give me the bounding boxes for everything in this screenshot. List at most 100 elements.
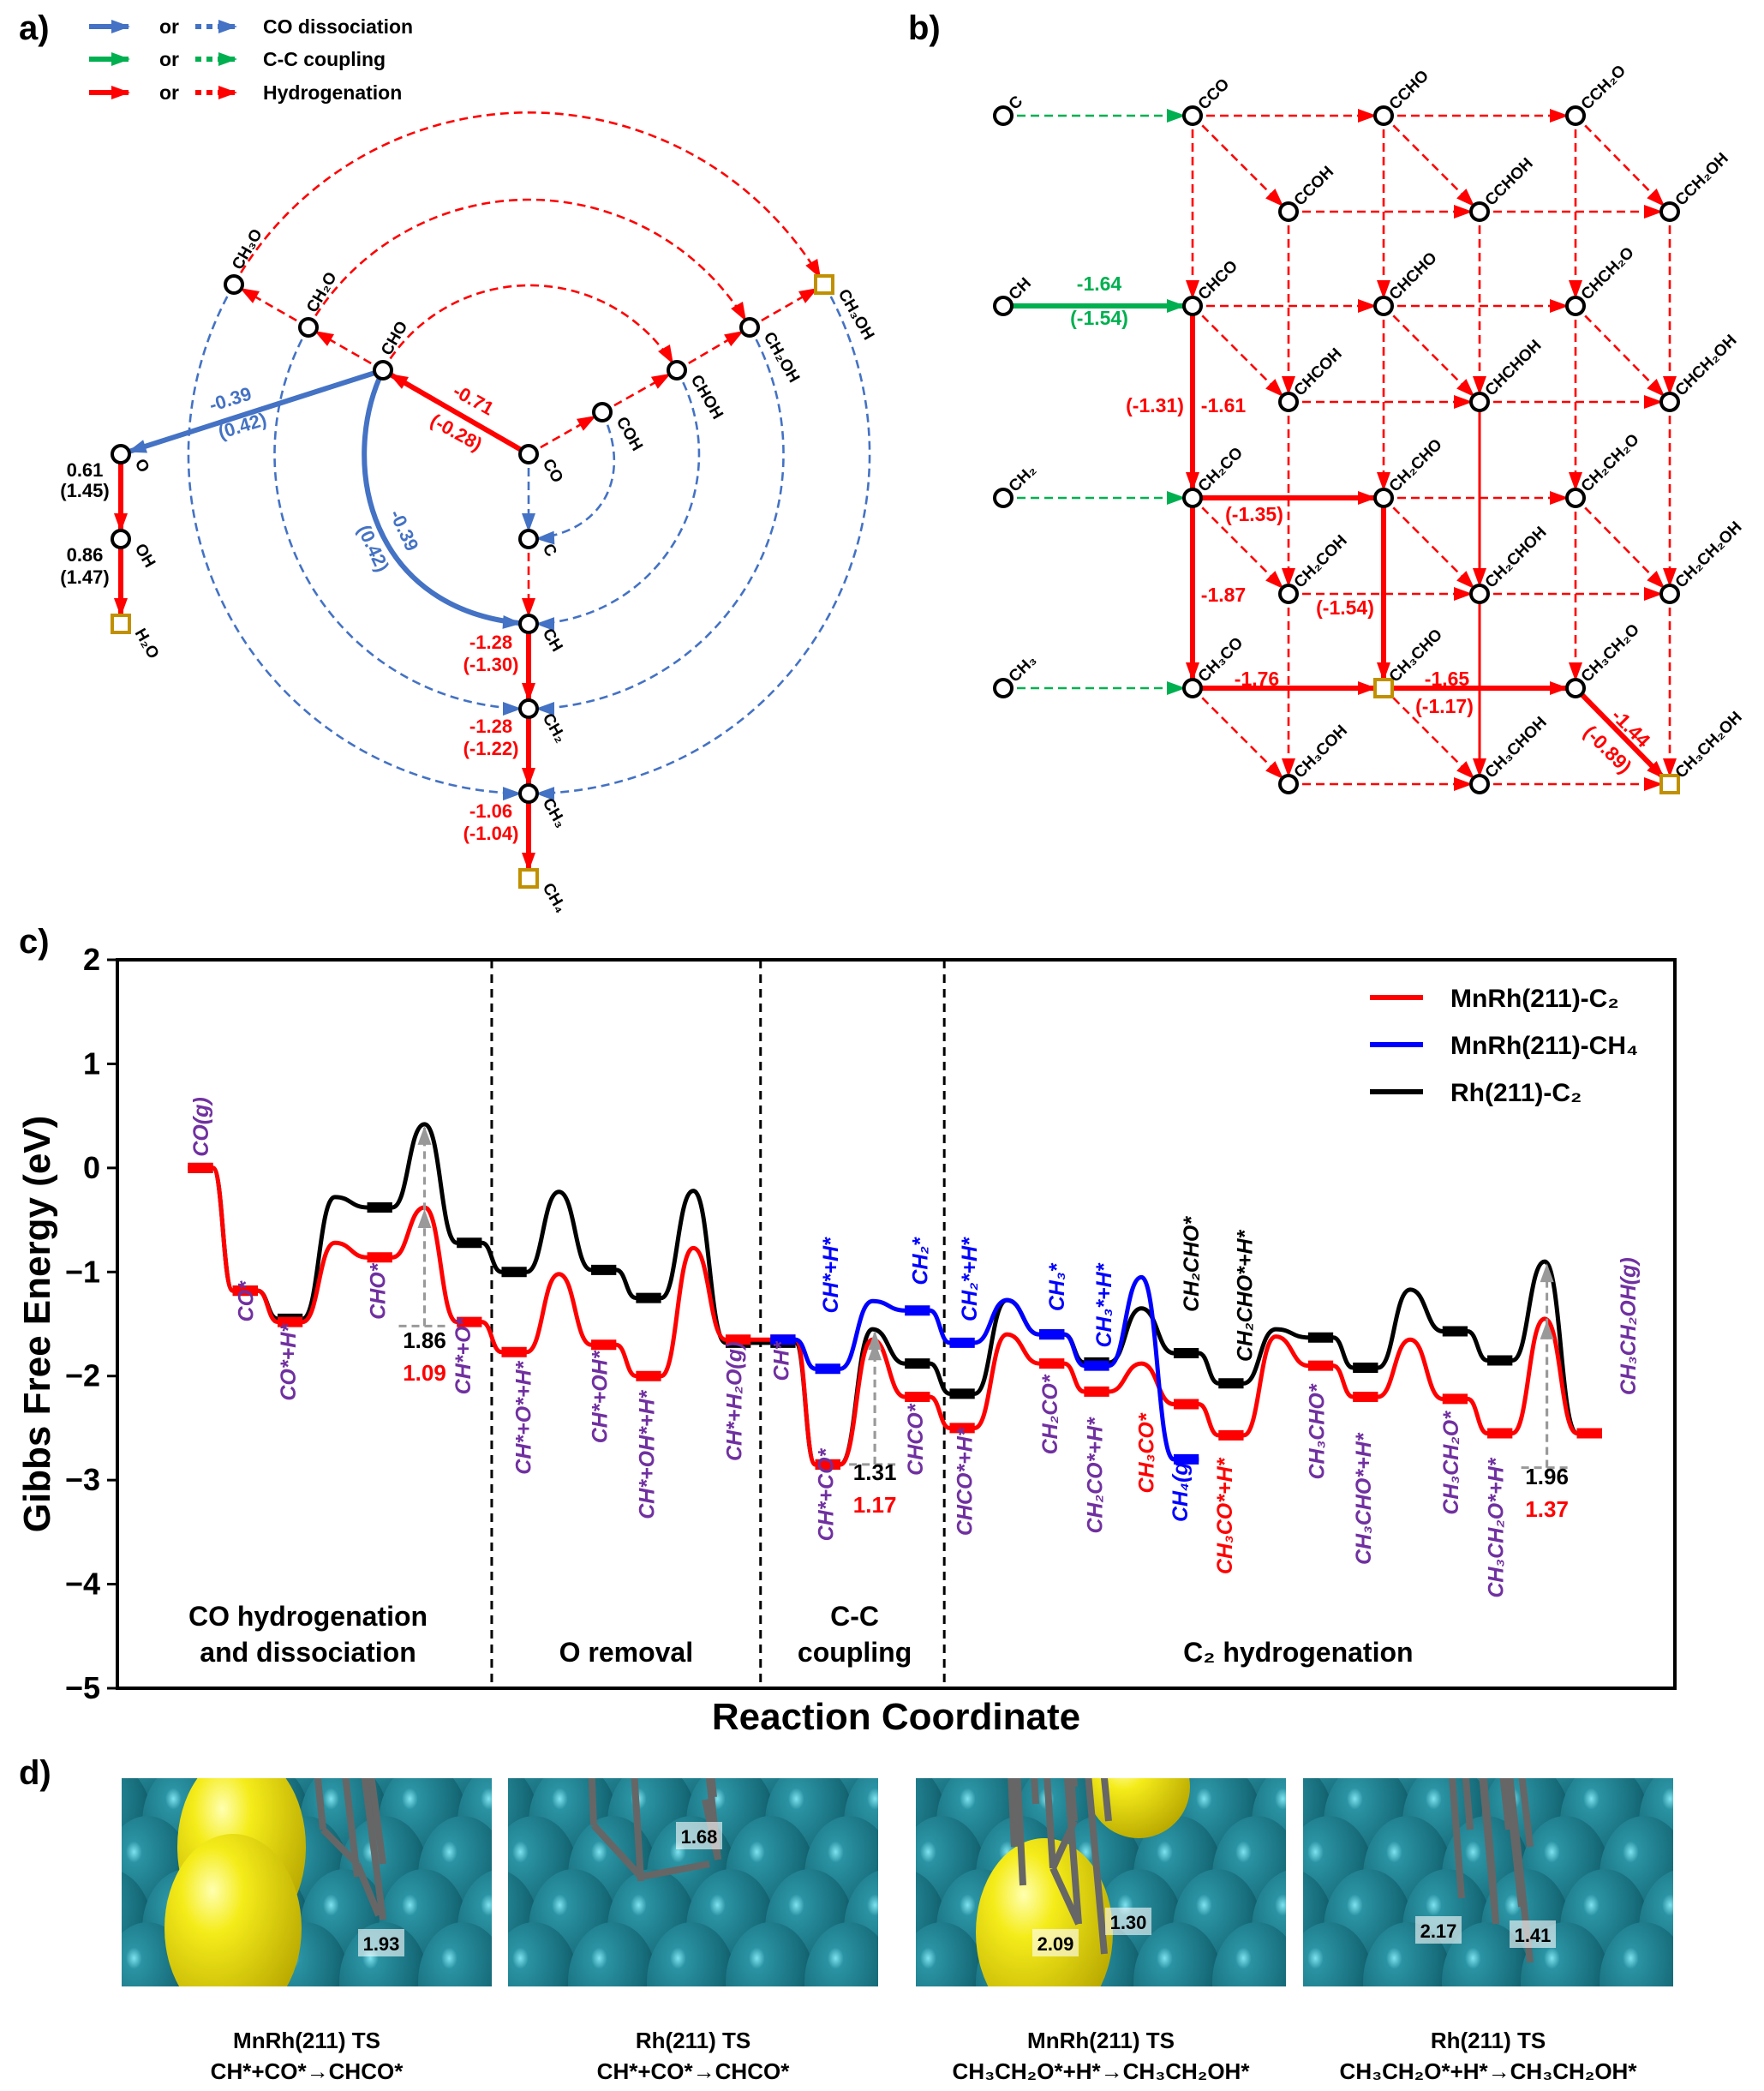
x-axis-title: Reaction Coordinate [712,1696,1080,1738]
node-label: CH₃CH₂OH [1672,709,1746,782]
ts-structure-image-0: 1.93 [24,1778,492,2042]
y-tick-label: 0 [83,1150,100,1185]
node-label-ch3: CH₃ [539,795,570,831]
state-label: CH*+H₂O(g) [722,1342,746,1461]
bond [1449,1778,1465,1899]
node-co [518,444,539,464]
node-label-cho: CHO [378,318,411,358]
node-h2o [111,614,131,634]
node-label-ch: CH [539,626,566,655]
ts-caption-reaction: CH*+CO*→CHCO* [597,2058,791,2084]
node-choh [667,360,687,380]
node-even-11 [1373,296,1394,316]
bond [354,1862,382,1917]
edge-co-cho [381,368,530,457]
edge-energy-label: -1.65 [1425,668,1470,690]
node-odd-32 [1659,774,1680,794]
barrier-value-rh: 1.31 [853,1459,897,1485]
bond [320,1827,360,1866]
node-left-3 [993,678,1014,698]
edge-energy-alt-oh_h2o: (1.47) [60,566,109,588]
arc-ch3oh-to-ch3 [528,284,871,801]
edge-coh-choh [601,368,678,414]
state-label: CO* [234,1280,258,1322]
bond [1462,1778,1474,1830]
node-ch3oh [814,274,834,295]
bond [1506,1778,1534,1963]
node-odd-02 [1659,201,1680,222]
node-ch3o [224,274,244,295]
bond [640,1860,710,1880]
state-label: CH₃CHO*+H* [1352,1432,1376,1565]
barrier-value-rh: 1.86 [403,1327,446,1353]
barrier-value-mnrh: 1.17 [853,1492,897,1518]
node-odd-31 [1469,774,1490,794]
edge-cho-ch2o [308,326,384,372]
node-even-31 [1373,678,1394,698]
rh-atom [568,1922,657,1986]
legend-label: MnRh(211)-CH₄ [1450,1032,1638,1060]
edge-e01-o01 [1383,115,1480,213]
node-odd-20 [1278,584,1299,604]
node-label: CHCHOH [1482,337,1546,400]
node-label-coh: COH [613,414,646,454]
edge-energy-label: (-1.54) [1316,596,1374,619]
rh-atom [24,1922,113,2042]
ts-caption-title: Rh(211) TS [636,2028,750,2053]
y-tick-label: −2 [65,1358,100,1393]
rh-atom [24,1816,113,1936]
node-label-h2o: H₂O [131,626,163,662]
state-label: CH₂*+H* [958,1237,982,1321]
node-label-co: CO [539,456,566,486]
series-line-1 [770,1274,1199,1462]
state-label: CHCO*+H* [954,1427,978,1536]
rh-atom [647,1922,736,1986]
node-ch2 [518,698,539,719]
legend-label: MnRh(211)-C₂ [1450,985,1619,1013]
node-odd-21 [1469,584,1490,604]
bond-distance-label: 2.17 [1420,1920,1457,1942]
state-label: CO(g) [189,1097,213,1156]
ts-caption-reaction: CH₃CH₂O*+H*→CH₃CH₂OH* [1340,2058,1638,2084]
state-label: CH*+H* [819,1237,843,1313]
bond [1063,1778,1082,1925]
ts-caption-title: Rh(211) TS [1431,2028,1546,2053]
region-label: C₂ hydrogenation [1183,1637,1413,1668]
rh-atom [1133,1922,1223,1986]
node-label: CH₃ [1006,651,1040,686]
ts-structure-image-2: 2.09 1.30 [916,1778,1286,1986]
series-line-0 [188,1165,1602,1467]
node-even-10 [1182,296,1203,316]
panel-label-c: c) [19,923,50,961]
rh-atom [508,1922,578,1986]
ts-structure-image-1: 1.68 [508,1778,878,1986]
panel-a-pathway-network: or CO dissociation or C-C coupling or Hydroge… [60,15,877,916]
edge-energy-ch2_ch3: -1.28 [469,716,512,737]
node-even-21 [1373,488,1394,508]
state-label: CH₂* [908,1237,932,1285]
y-tick-label: 2 [83,942,100,977]
edge-energy-alt-ch3_ch4: (-1.04) [463,823,519,844]
edge-e02-o02 [1575,115,1671,213]
node-label: CH₂CHOH [1482,524,1551,592]
node-left-2 [993,488,1014,508]
edge-e12-o12 [1575,305,1671,403]
arc-ch3o-to-ch3oh [232,111,826,285]
node-label: CH₂CO [1195,444,1247,495]
rh-atom [1442,1922,1531,1986]
legend-label: Hydrogenation [263,81,402,104]
rh-atom [1303,1922,1373,1986]
node-label-ch4: CH₄ [539,880,570,916]
edge-energy-cho_o: -0.39 [206,383,254,416]
bond-distance-label: 1.68 [681,1826,718,1848]
edge-cho-o [120,368,384,457]
state-label: CH₂CO* [1038,1374,1062,1454]
legend-label: C-C coupling [263,48,386,70]
node-c [518,529,539,549]
node-label: CCHOH [1482,154,1537,209]
edge-energy-alt-ch2_ch3: (-1.22) [463,738,519,759]
rh-atom [726,1922,815,1986]
node-even-20 [1182,488,1203,508]
rh-atom [418,1922,492,1986]
node-even-30 [1182,678,1203,698]
